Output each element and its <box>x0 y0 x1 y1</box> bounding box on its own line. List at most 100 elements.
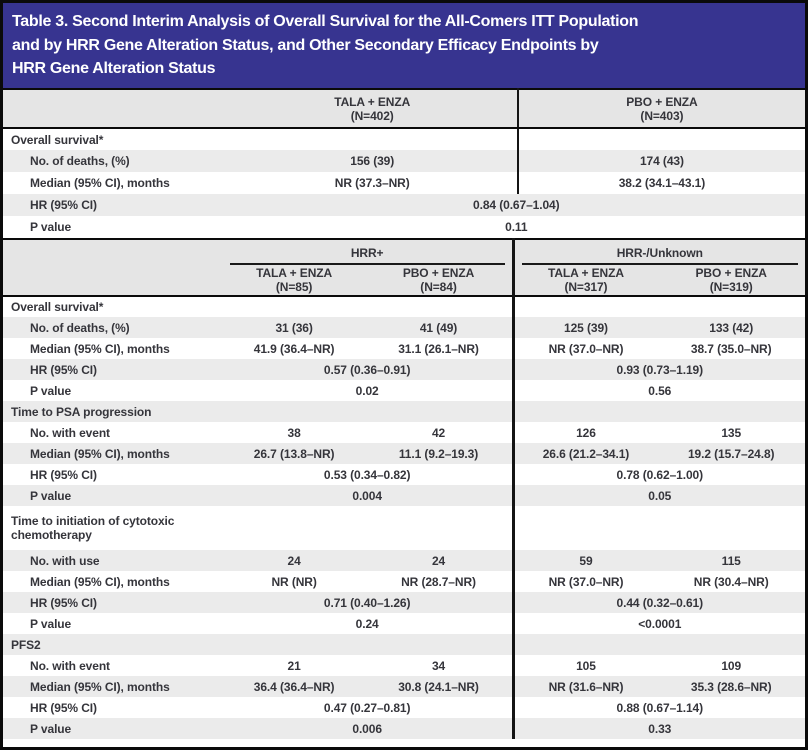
table-row: P value 0.02 0.56 <box>3 380 805 401</box>
cell-value: 42 <box>431 425 446 440</box>
row-label: P value <box>3 485 223 506</box>
empty-cell <box>222 401 514 422</box>
table-row: No. with event 38 42 126 135 <box>3 422 805 443</box>
cell-value: 135 <box>721 425 742 440</box>
cell-value: 19.2 (15.7–24.8) <box>657 443 805 464</box>
cell-value-span: <0.0001 <box>511 613 805 634</box>
column-header-tala-hrrneg: TALA + ENZA (N=317) <box>511 265 658 297</box>
column-n: (N=402) <box>350 108 394 123</box>
cell-value-span: 0.44 (0.32–0.61) <box>511 592 805 613</box>
row-label: Median (95% CI), months <box>30 341 170 356</box>
cell-value: 36.4 (36.4–NR) <box>222 676 366 697</box>
table-row: P value 0.006 0.33 <box>3 718 805 739</box>
cell-value-span: 0.24 <box>355 616 379 631</box>
cell-value-span: 0.47 (0.27–0.81) <box>323 700 411 715</box>
cell-value: 41 (49) <box>365 317 514 338</box>
table-row: Median (95% CI), months 41.9 (36.4–NR) 3… <box>3 338 805 359</box>
cell-value-span: 0.71 (0.40–1.26) <box>222 592 514 613</box>
empty-cell <box>223 506 513 550</box>
section-label: Overall survival* <box>11 300 104 314</box>
cell-value: 38 <box>287 425 301 440</box>
column-n: (N=319) <box>709 280 753 294</box>
table-row: No. with event 21 34 105 109 <box>3 655 805 676</box>
cell-value-span: 0.84 (0.67–1.04) <box>227 194 805 216</box>
cell-value-span: 0.004 <box>222 485 514 506</box>
empty-cell <box>228 128 518 150</box>
table-title: Table 3. Second Interim Analysis of Over… <box>3 3 805 88</box>
cell-value: 24 <box>222 550 366 571</box>
table-row: HR (95% CI) 0.84 (0.67–1.04) <box>3 194 805 216</box>
cell-value-span: 0.57 (0.36–0.91) <box>222 359 514 380</box>
table-row: Overall survival* <box>3 128 805 150</box>
cell-value-span: 0.11 <box>505 220 528 234</box>
cell-value: NR (37.0–NR) <box>511 338 658 359</box>
row-label: Median (95% CI), months <box>3 676 223 697</box>
row-label: P value <box>3 718 223 739</box>
row-label: Median (95% CI), months <box>30 574 170 589</box>
table-row: HR (95% CI) 0.71 (0.40–1.26) 0.44 (0.32–… <box>3 592 805 613</box>
table-row: HR (95% CI) 0.57 (0.36–0.91) 0.93 (0.73–… <box>3 359 805 380</box>
row-label: No. with event <box>30 425 110 440</box>
section-label: Time to PSA progression <box>3 401 223 422</box>
cell-value-span: 0.33 <box>511 718 805 739</box>
cell-value: 105 <box>511 655 658 676</box>
table-title-line: HRR Gene Alteration Status <box>12 60 216 77</box>
cell-value: 11.1 (9.2–19.3) <box>365 443 514 464</box>
column-name: TALA + ENZA <box>548 266 624 280</box>
cell-value: NR (37.0–NR) <box>511 571 658 592</box>
row-label: No. with use <box>3 550 223 571</box>
row-label: P value <box>30 383 72 398</box>
table-row: Time to initiation of cytotoxic chemothe… <box>3 506 805 550</box>
empty-cell <box>511 296 805 317</box>
cell-value: 35.3 (28.6–NR) <box>657 676 805 697</box>
cell-value: 26.6 (21.2–34.1) <box>511 443 658 464</box>
table-row: Overall survival* <box>3 296 805 317</box>
column-header-pbo-hrrpos: PBO + ENZA (N=84) <box>365 265 514 297</box>
blank-header-cell <box>3 239 223 265</box>
cell-value: 126 <box>511 422 658 443</box>
cell-value: 38.7 (35.0–NR) <box>690 341 772 356</box>
empty-cell <box>511 401 805 422</box>
table-row: Time to PSA progression <box>3 401 805 422</box>
column-name: TALA + ENZA <box>334 94 411 109</box>
table-row: Median (95% CI), months 26.7 (13.8–NR) 1… <box>3 443 805 464</box>
blank-header-cell <box>3 89 228 129</box>
group-header-row: HRR+ HRR-/Unknown <box>3 239 805 265</box>
cell-value-span: 0.56 <box>511 380 805 401</box>
cell-value: 156 (39) <box>227 150 518 172</box>
column-name: PBO + ENZA <box>695 266 767 280</box>
row-label: Median (95% CI), months <box>3 443 223 464</box>
group-header-hrr-positive: HRR+ <box>222 239 514 265</box>
table-title-line: and by HRR Gene Alteration Status, and O… <box>12 36 599 54</box>
group-label: HRR+ <box>229 246 505 265</box>
column-name: PBO + ENZA <box>402 266 475 280</box>
cell-value: 109 <box>721 658 742 673</box>
cell-value: 133 (42) <box>657 317 805 338</box>
table-row: P value 0.004 0.05 <box>3 485 805 506</box>
row-label: No. of deaths, (%) <box>3 317 223 338</box>
empty-cell <box>223 296 513 317</box>
row-label: No. of deaths, (%) <box>3 150 228 172</box>
cell-value: NR (NR) <box>271 574 317 589</box>
column-n: (N=84) <box>420 280 457 294</box>
itt-header-row: TALA + ENZA (N=402) PBO + ENZA (N=403) <box>3 89 805 129</box>
row-label: HR (95% CI) <box>3 592 223 613</box>
table-row: HR (95% CI) 0.53 (0.34–0.82) 0.78 (0.62–… <box>3 464 805 485</box>
column-name: PBO + ENZA <box>626 94 698 109</box>
cell-value: NR (28.7–NR) <box>401 574 476 589</box>
table-row: Median (95% CI), months 36.4 (36.4–NR) 3… <box>3 676 805 697</box>
cell-value: 38.2 (34.1–43.1) <box>516 172 805 194</box>
table-row: P value 0.24 <0.0001 <box>3 613 805 634</box>
cell-value: 125 (39) <box>511 317 658 338</box>
cell-value: 59 <box>511 550 658 571</box>
cell-value: NR (31.6–NR) <box>511 676 658 697</box>
hrr-table: HRR+ HRR-/Unknown TALA + ENZA (N=85) PBO… <box>3 238 805 739</box>
empty-cell <box>222 634 514 655</box>
cell-value: 174 (43) <box>516 150 805 172</box>
table-row: No. with use 24 24 59 115 <box>3 550 805 571</box>
row-label: HR (95% CI) <box>3 359 223 380</box>
row-label: P value <box>30 616 72 631</box>
row-label: HR (95% CI) <box>30 467 97 482</box>
cell-value: 31.1 (26.1–NR) <box>398 341 479 356</box>
